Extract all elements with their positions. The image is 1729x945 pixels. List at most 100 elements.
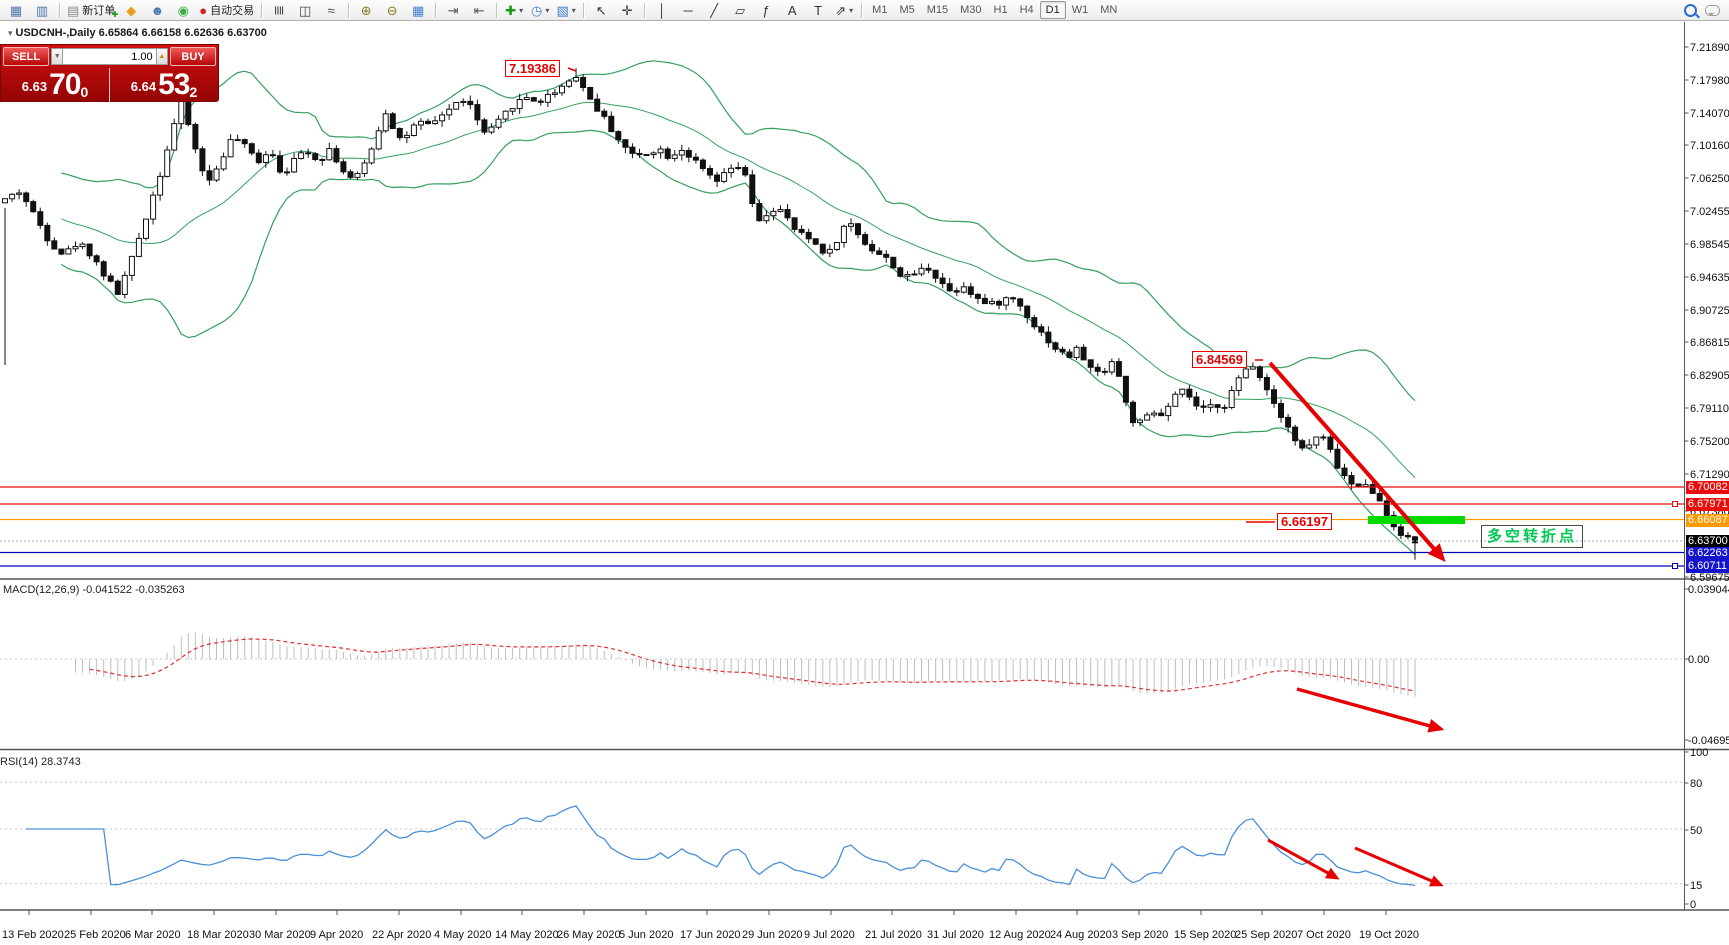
trend-arrow[interactable]: [1296, 687, 1445, 733]
dropdown-caret-icon[interactable]: ▾: [571, 5, 576, 15]
cursor-icon[interactable]: ↖: [588, 1, 614, 19]
tile-windows-icon[interactable]: ▦: [405, 1, 431, 19]
community-icon[interactable]: ☻: [144, 1, 170, 19]
candle-body: [502, 110, 509, 120]
turning-point-note[interactable]: 多空转折点: [1481, 525, 1584, 548]
candle-body: [587, 87, 594, 100]
volume-down-button[interactable]: ▼: [51, 48, 64, 65]
volume-up-button[interactable]: ▲: [155, 48, 168, 65]
trend-arrow[interactable]: [1354, 846, 1444, 887]
timeframe-w1[interactable]: W1: [1071, 4, 1089, 16]
price-label-high[interactable]: 7.19386: [505, 60, 560, 77]
crosshair-icon[interactable]: ✛: [614, 1, 640, 19]
channel-icon[interactable]: ▱: [727, 1, 753, 19]
fibonacci-icon[interactable]: ƒ: [753, 1, 779, 19]
price-badge-resistance2: 6.67971: [1686, 497, 1729, 511]
sell-price[interactable]: 6.63 70 0: [1, 68, 110, 102]
indicators-add-icon[interactable]: ✚ ▾: [501, 1, 527, 19]
timeframe-m30[interactable]: M30: [960, 4, 982, 16]
candle-body: [1115, 361, 1122, 377]
candle-body: [432, 120, 439, 125]
template-icon[interactable]: ▧ ▾: [553, 1, 579, 19]
new-chart-icon[interactable]: ▦: [3, 1, 29, 19]
new-order-button[interactable]: ▤ ✚ 新订单: [64, 1, 118, 20]
candle-body: [946, 283, 953, 292]
label-icon[interactable]: T: [805, 1, 831, 19]
chart-profile-icon[interactable]: ▥: [29, 1, 55, 19]
template-icon: ▧: [556, 2, 569, 18]
entry-zone-green-bar: [1368, 516, 1465, 524]
trend-arrow[interactable]: [1268, 361, 1446, 562]
price-badge-orange-level: 6.66087: [1686, 513, 1729, 527]
candle-body: [340, 161, 347, 173]
line-chart-icon[interactable]: ≈: [318, 1, 344, 19]
candle-body: [114, 280, 121, 295]
buy-button[interactable]: BUY: [170, 47, 216, 66]
candle-body: [460, 100, 467, 104]
candle-body: [848, 223, 854, 227]
signals-icon[interactable]: ◉: [170, 1, 196, 19]
timeframe-m5[interactable]: M5: [899, 4, 915, 16]
trend-arrow[interactable]: [1267, 838, 1340, 880]
volume-input[interactable]: [63, 48, 156, 65]
search-icon[interactable]: [1684, 3, 1697, 17]
candle-body: [1003, 297, 1010, 306]
candle-body: [692, 156, 699, 161]
candle-body: [932, 269, 939, 279]
dropdown-caret-icon[interactable]: ▾: [849, 5, 854, 15]
candle-body: [1376, 493, 1383, 502]
candle-body: [777, 209, 784, 212]
zoom-in-icon[interactable]: ⊕: [353, 1, 379, 19]
price-badge-current: 6.63700: [1686, 534, 1729, 548]
mql5-icon[interactable]: ◆: [118, 1, 144, 19]
shapes-icon[interactable]: ⇗ ▾: [831, 1, 857, 19]
zoom-out-icon[interactable]: ⊖: [379, 1, 405, 19]
horizontal-line-icon[interactable]: ─: [675, 1, 701, 19]
dropdown-caret-icon[interactable]: ▾: [545, 5, 550, 15]
candle-body: [255, 152, 262, 164]
chat-icon[interactable]: [1705, 4, 1720, 16]
date-axis-label: 6 Mar 2020: [125, 929, 181, 941]
vertical-line-icon[interactable]: │: [649, 1, 675, 19]
timeframe-h1[interactable]: H1: [993, 4, 1008, 16]
sell-button[interactable]: SELL: [3, 47, 49, 66]
timeframe-mn[interactable]: MN: [1100, 4, 1118, 16]
timeframe-d1[interactable]: D1: [1039, 1, 1066, 19]
candle-body: [1045, 331, 1052, 344]
date-axis-label: 15 Sep 2020: [1174, 929, 1236, 941]
candle-body: [918, 267, 925, 275]
rsi-axis-label: 50: [1690, 825, 1702, 837]
auto-scroll-icon[interactable]: ⇥: [440, 1, 466, 19]
dropdown-caret-icon[interactable]: ▾: [519, 5, 524, 15]
buy-price[interactable]: 6.64 53 2: [110, 68, 218, 102]
chart-shift-icon[interactable]: ⇤: [466, 1, 492, 19]
autotrade-button[interactable]: ● 自动交易: [196, 1, 257, 19]
candle-body: [1101, 370, 1108, 373]
candle-body: [1059, 348, 1066, 353]
channel-icon: ▱: [735, 2, 746, 18]
timeframe-h4[interactable]: H4: [1019, 4, 1034, 16]
candle-body: [1383, 500, 1390, 516]
timeframe-m1[interactable]: M1: [872, 4, 888, 16]
candle-body: [1278, 403, 1284, 418]
candle-body: [1348, 475, 1355, 485]
candle-body: [51, 240, 58, 250]
price-label-bounce[interactable]: 6.84569: [1192, 351, 1247, 368]
chart-profile-icon: ▥: [35, 2, 49, 18]
price-label-entry[interactable]: 6.66197: [1277, 513, 1332, 530]
candle-body: [72, 246, 79, 250]
chart-shift-icon: ⇤: [473, 2, 485, 18]
trendline-icon[interactable]: ╱: [701, 1, 727, 19]
candle-body: [100, 261, 107, 277]
timeframe-m15[interactable]: M15: [926, 4, 949, 16]
collapse-panel-icon[interactable]: ▾: [8, 28, 13, 38]
bar-chart-icon[interactable]: ≣: [266, 1, 292, 19]
toolbar-separator: [861, 2, 863, 18]
periods-icon[interactable]: ◷ ▾: [527, 1, 553, 19]
date-axis-label: 7 Oct 2020: [1297, 929, 1351, 941]
new-order-button: ▤: [67, 2, 80, 18]
candle-chart-icon[interactable]: ◫: [292, 1, 318, 19]
text-icon[interactable]: A: [779, 1, 805, 19]
candle-body: [418, 120, 424, 126]
candle-body: [403, 134, 410, 139]
